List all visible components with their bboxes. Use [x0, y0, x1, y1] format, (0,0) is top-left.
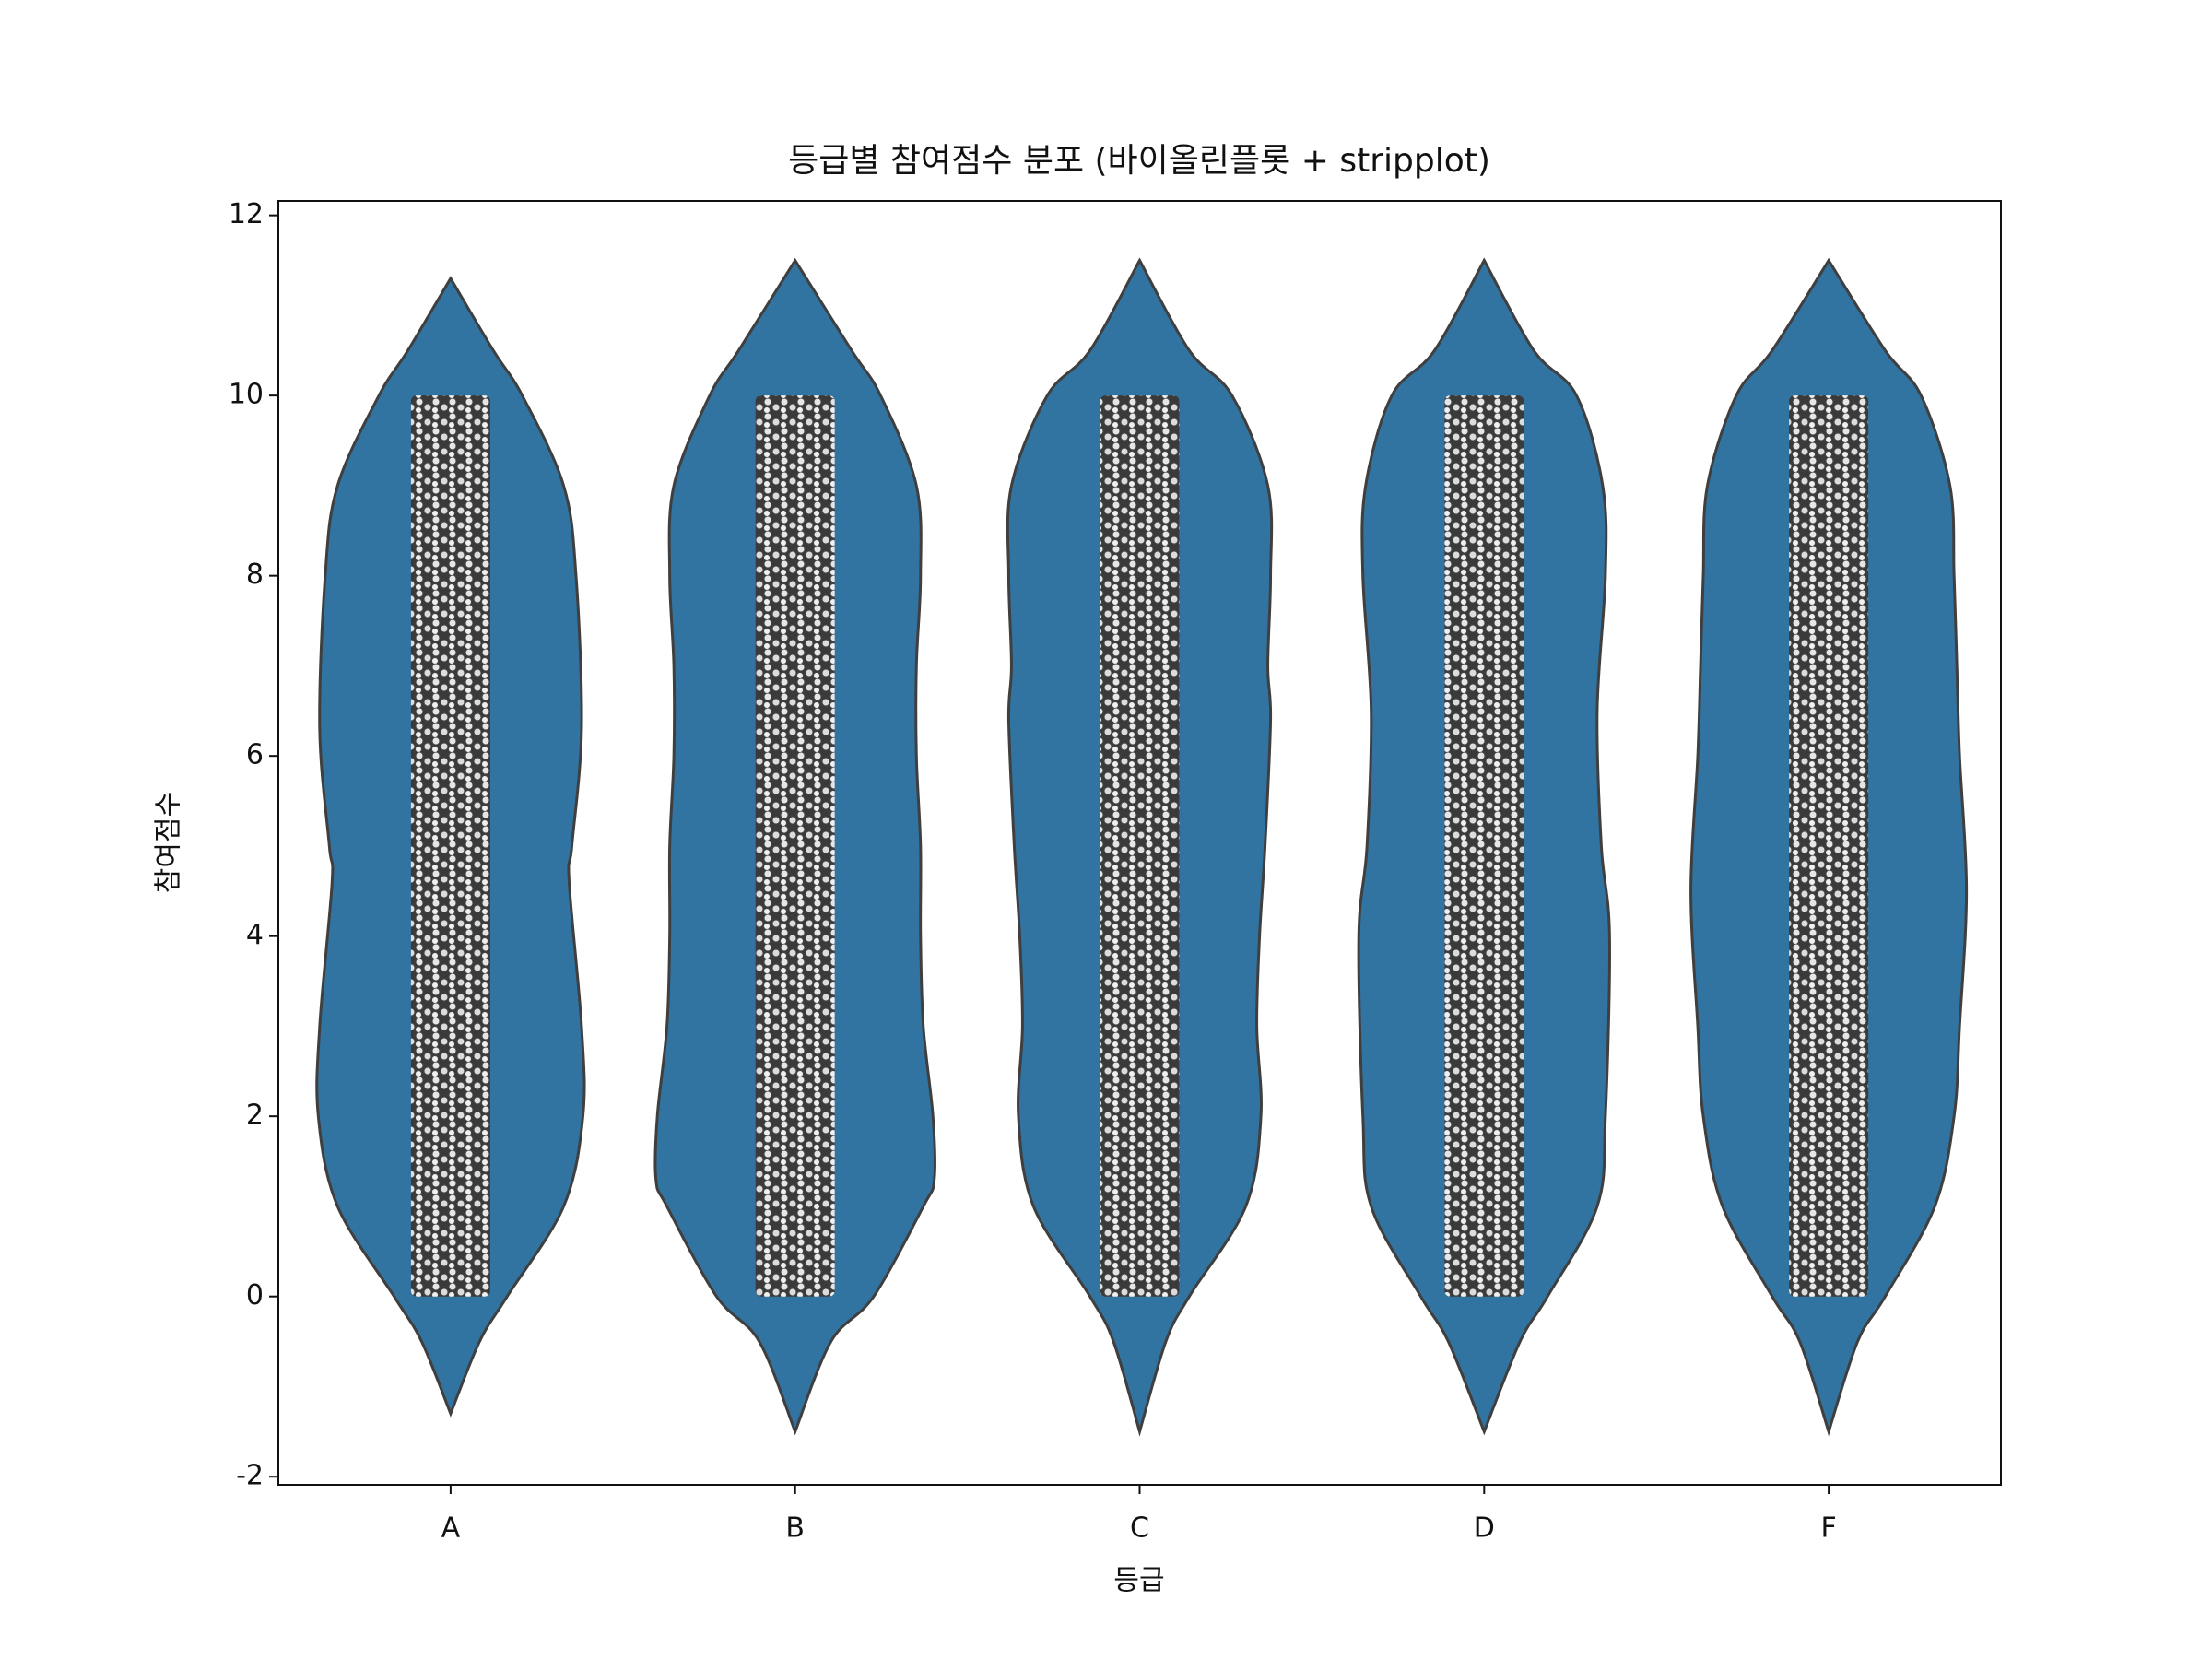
strip-points	[1789, 395, 1869, 1297]
y-tick-label: -2	[236, 1460, 264, 1492]
x-tick-label: A	[441, 1512, 461, 1545]
y-tick-label: 8	[246, 559, 264, 591]
strip-points	[1444, 395, 1524, 1297]
x-tick-label: C	[1130, 1512, 1149, 1545]
chart-title: 등급별 참여점수 분포 (바이올린플롯 + stripplot)	[788, 142, 1490, 180]
y-tick-label: 0	[246, 1279, 264, 1312]
x-axis-label: 등급	[1113, 1565, 1164, 1597]
x-tick-label: F	[1820, 1512, 1836, 1545]
x-tick-label: B	[785, 1512, 805, 1545]
y-tick-label: 10	[229, 379, 264, 411]
y-tick-label: 2	[246, 1100, 264, 1132]
y-axis-label: 참여점수	[153, 792, 185, 893]
y-tick-label: 6	[246, 739, 264, 771]
strip-points	[755, 395, 835, 1297]
x-tick-label: D	[1474, 1512, 1495, 1545]
plot-frame	[277, 200, 2002, 1486]
strip-points	[1100, 395, 1180, 1297]
strip-points	[410, 395, 490, 1297]
y-tick-label: 4	[246, 919, 264, 951]
y-tick-label: 12	[229, 198, 264, 230]
